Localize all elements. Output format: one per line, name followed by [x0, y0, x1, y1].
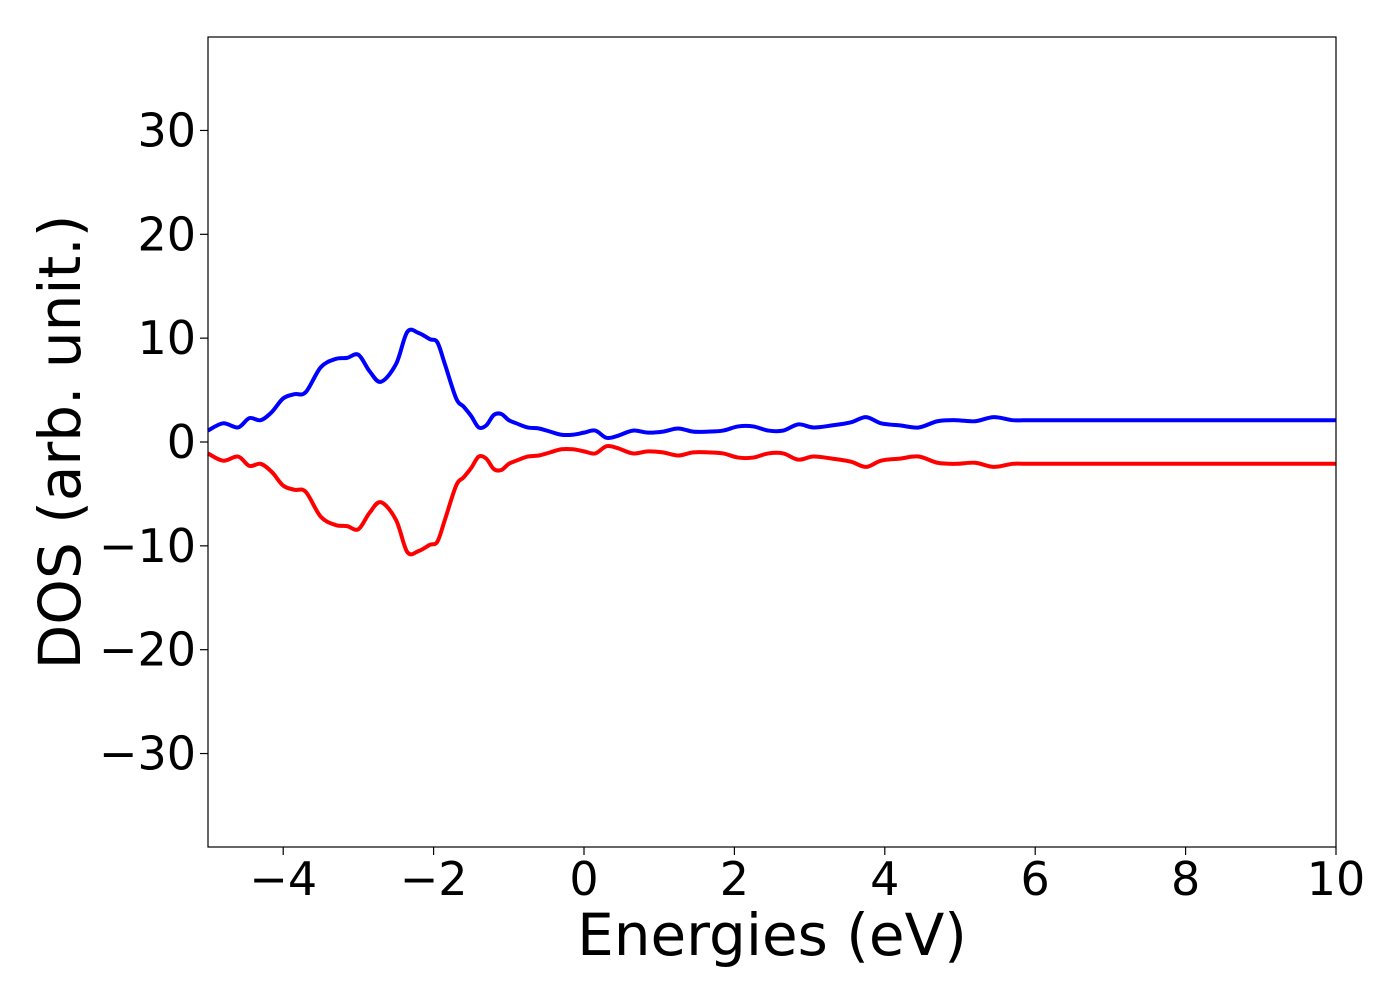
y-tick-label: −10 — [99, 519, 196, 573]
y-axis-label: DOS (arb. unit.) — [26, 215, 94, 670]
x-tick-label: 2 — [720, 852, 749, 906]
x-tick-label: −4 — [249, 852, 317, 906]
axes-frame — [207, 36, 1337, 848]
y-tick-label: 0 — [167, 415, 196, 469]
dos-series-down-line — [207, 443, 1336, 557]
x-axis-ticks: −4 −2 0 2 4 6 8 10 — [249, 847, 1365, 906]
x-tick-label: 4 — [870, 852, 899, 906]
y-tick-label: −30 — [99, 727, 196, 781]
plot-area — [207, 327, 1336, 557]
x-tick-label: 0 — [569, 852, 598, 906]
x-axis-label: Energies (eV) — [577, 901, 967, 969]
x-tick-label: 10 — [1307, 852, 1366, 906]
x-tick-label: 6 — [1021, 852, 1050, 906]
y-tick-label: 20 — [137, 207, 196, 261]
x-tick-label: −2 — [400, 852, 468, 906]
x-tick-label: 8 — [1171, 852, 1200, 906]
dos-series-up-line — [207, 327, 1336, 441]
y-tick-label: 30 — [137, 103, 196, 157]
y-axis-ticks: 30 20 10 0 −10 −20 −30 — [99, 103, 208, 781]
y-tick-label: −20 — [99, 623, 196, 677]
y-tick-label: 10 — [137, 311, 196, 365]
